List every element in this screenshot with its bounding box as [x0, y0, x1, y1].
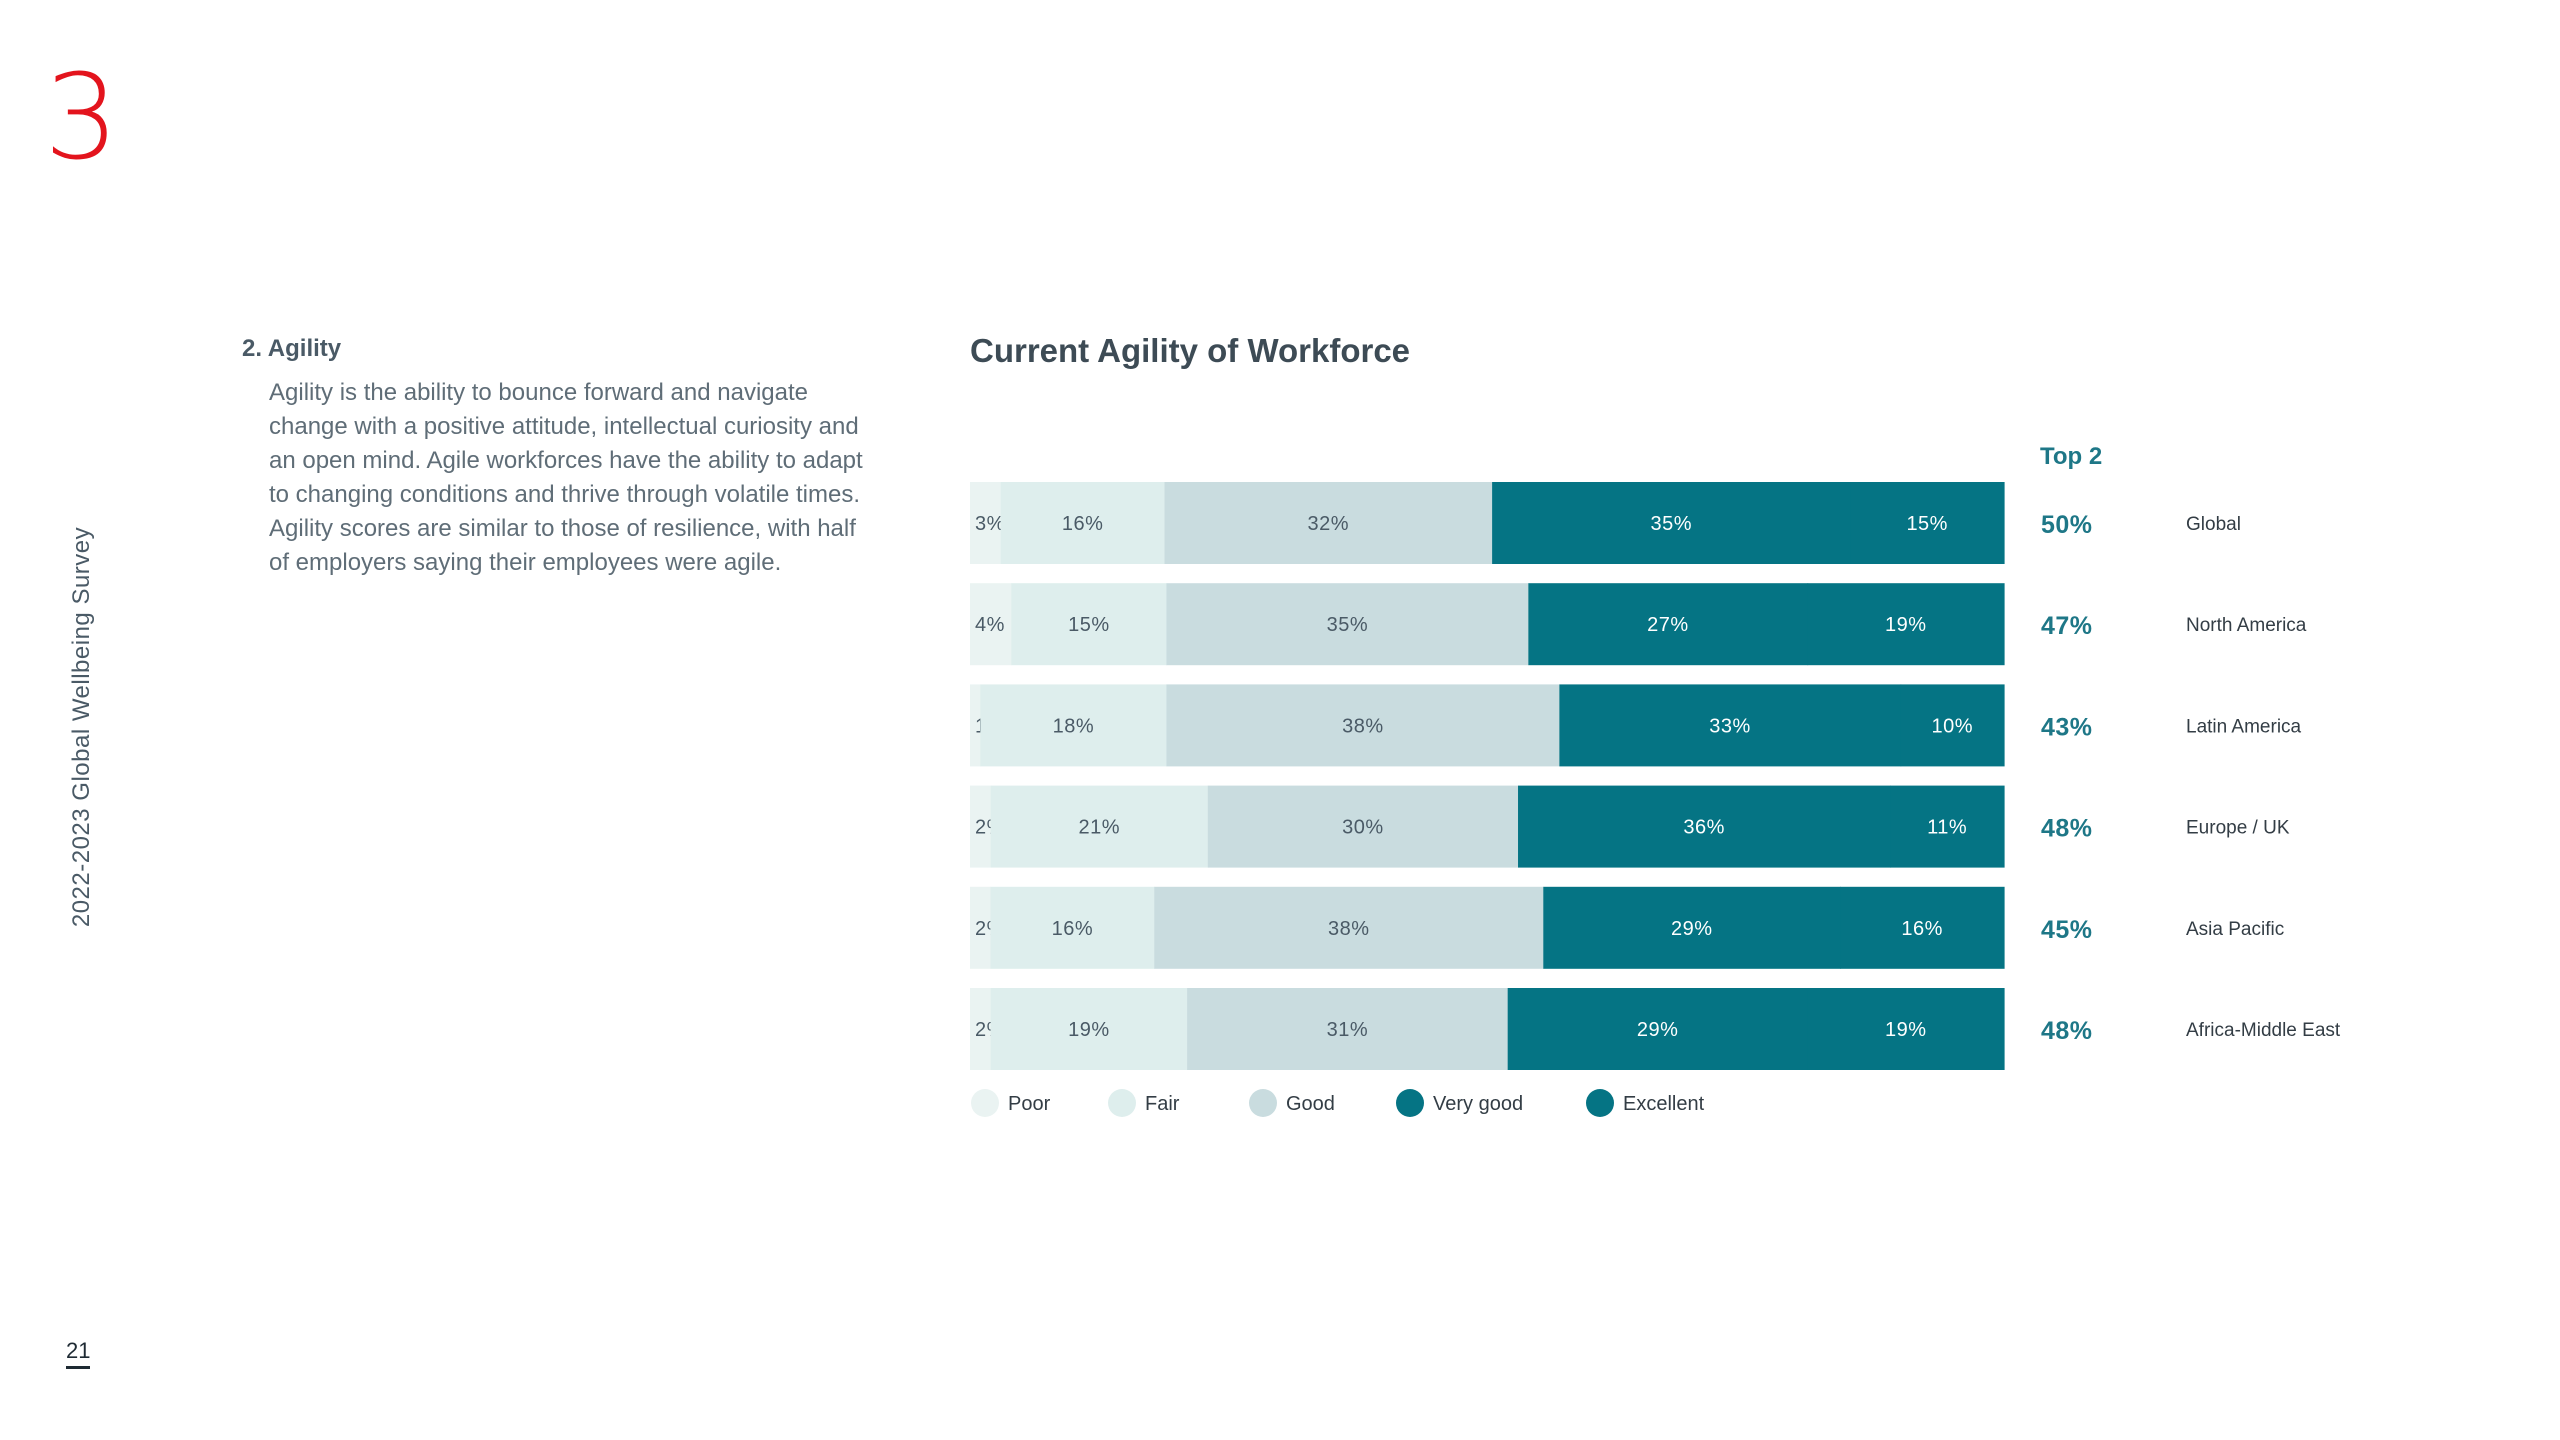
bar-segment-good — [1187, 988, 1509, 1070]
top2-value: 47% — [2041, 612, 2093, 640]
bar-segment-excellent — [1890, 785, 2005, 868]
legend-swatch-fair — [1108, 1089, 1136, 1117]
data-label: 18% — [1053, 715, 1095, 737]
data-label: 33% — [1709, 715, 1751, 737]
bar-segment-poor — [970, 684, 981, 767]
data-label: 10% — [1932, 715, 1974, 737]
category-label: Latin America — [2186, 716, 2302, 737]
data-label: 30% — [1342, 817, 1384, 839]
agility-heading: 2. Agility — [242, 335, 342, 362]
bar-segment-good — [1166, 583, 1529, 666]
bar-segment-good — [1164, 482, 1493, 564]
top2-value: 43% — [2041, 713, 2093, 741]
top2-value: 48% — [2041, 1017, 2093, 1045]
data-label: 27% — [1647, 614, 1689, 636]
category-label: Asia Pacific — [2186, 919, 2284, 940]
data-label: 15% — [1906, 513, 1948, 535]
page-number: 21 — [66, 1338, 91, 1369]
legend-swatch-excellent — [1586, 1089, 1614, 1117]
top2-value: 48% — [2041, 815, 2093, 843]
category-label: North America — [2186, 615, 2307, 636]
bar-segment-fair — [1011, 583, 1168, 666]
data-label: 31% — [1327, 1019, 1369, 1041]
data-label: 19% — [1885, 1019, 1927, 1041]
data-label: 38% — [1342, 715, 1384, 737]
data-label: 19% — [1885, 614, 1927, 636]
data-label: 35% — [1327, 614, 1369, 636]
bar-segment-very-good — [1507, 988, 1809, 1070]
data-label: 35% — [1651, 513, 1693, 535]
bar-segment-fair — [1000, 482, 1166, 564]
section-number: 3 — [44, 48, 120, 186]
data-label: 4% — [975, 614, 1005, 636]
data-label: 16% — [1062, 513, 1104, 535]
data-label: 16% — [1901, 918, 1943, 940]
bar-segment-very-good — [1492, 482, 1852, 564]
data-label: 38% — [1328, 918, 1370, 940]
top2-value: 45% — [2041, 916, 2093, 944]
data-label: 21% — [1078, 817, 1120, 839]
data-label: 29% — [1671, 918, 1713, 940]
category-label: Global — [2186, 514, 2241, 535]
top2-header: Top 2 — [2040, 443, 2102, 470]
bar-segment-poor — [970, 785, 992, 868]
data-label: 3% — [975, 513, 1005, 535]
agility-description: Agility is the ability to bounce forward… — [269, 379, 863, 576]
bar-segment-good — [1207, 785, 1519, 868]
legend-label: Excellent — [1623, 1093, 1705, 1115]
legend-label: Very good — [1433, 1093, 1523, 1115]
bar-segment-poor — [970, 583, 1012, 666]
bar-segment-excellent — [1900, 684, 2005, 767]
bar-segment-fair — [980, 684, 1168, 767]
data-label: 19% — [1068, 1019, 1110, 1041]
bar-segment-excellent — [1840, 886, 2005, 969]
legend-swatch-good — [1249, 1089, 1277, 1117]
bar-segment-very-good — [1543, 886, 1841, 969]
bar-segment-fair — [990, 886, 1155, 969]
data-label: 32% — [1308, 513, 1350, 535]
bar-segment-fair — [990, 988, 1188, 1070]
category-label: Europe / UK — [2186, 818, 2290, 839]
legend-swatch-poor — [971, 1089, 999, 1117]
bar-segment-good — [1154, 886, 1544, 969]
bar-segment-excellent — [1850, 482, 2005, 564]
bar-segment-very-good — [1559, 684, 1902, 767]
data-label: 11% — [1927, 817, 1967, 839]
bar-segment-poor — [970, 988, 992, 1070]
data-label: 16% — [1052, 918, 1094, 940]
legend-label: Poor — [1008, 1093, 1051, 1115]
chart-title: Current Agility of Workforce — [970, 332, 1411, 369]
bar-segment-poor — [970, 886, 992, 969]
data-label: 15% — [1068, 614, 1110, 636]
legend-swatch-very-good — [1396, 1089, 1424, 1117]
data-label: 29% — [1637, 1019, 1679, 1041]
bar-segment-poor — [970, 482, 1002, 564]
bar-segment-excellent — [1807, 583, 2005, 666]
bar-segment-good — [1166, 684, 1560, 767]
legend-label: Good — [1286, 1093, 1335, 1115]
top2-value: 50% — [2041, 511, 2093, 539]
category-label: Africa-Middle East — [2186, 1020, 2341, 1041]
bar-segment-excellent — [1807, 988, 2005, 1070]
bar-segment-very-good — [1528, 583, 1809, 666]
bar-segment-fair — [990, 785, 1209, 868]
bar-segment-very-good — [1518, 785, 1891, 868]
data-label: 36% — [1683, 817, 1725, 839]
legend-label: Fair — [1145, 1093, 1180, 1115]
